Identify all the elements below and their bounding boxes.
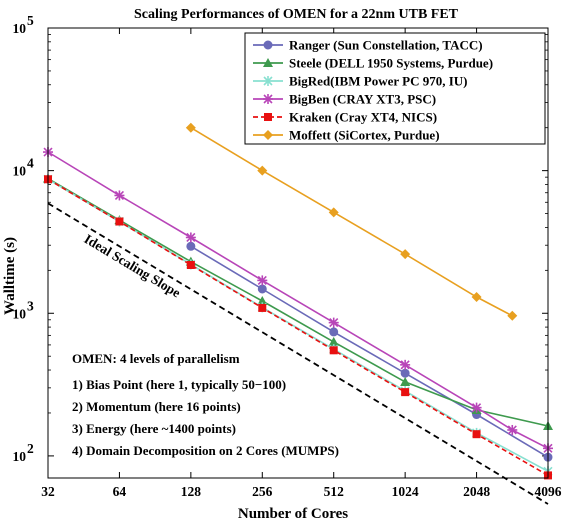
series-line — [190, 245, 549, 458]
y-tick-label: 10 — [13, 306, 27, 321]
data-point — [400, 249, 411, 260]
y-tick-exponent: 3 — [27, 298, 34, 313]
data-point — [257, 295, 268, 305]
series-3 — [43, 147, 553, 454]
legend-entry: Kraken (Cray XT4, NICS) — [289, 110, 437, 125]
annotation-line: 3) Energy (here ~1400 points) — [72, 421, 236, 436]
legend-marker — [263, 94, 273, 104]
x-tick-label: 64 — [113, 484, 127, 499]
ideal-scaling-label: Ideal Scaling Slope — [82, 231, 184, 300]
y-tick-base: 10 — [13, 164, 27, 179]
annotation-box: OMEN: 4 levels of parallelism 1) Bias Po… — [72, 351, 339, 458]
legend-marker — [263, 58, 273, 67]
data-point — [472, 430, 481, 439]
legend-entry: Moffett (SiCortex, Purdue) — [289, 128, 440, 143]
y-tick-label: 10 — [13, 164, 27, 179]
data-point — [328, 336, 339, 346]
data-point — [329, 327, 339, 337]
data-point — [471, 292, 482, 303]
legend-entry: BigRed(IBM Power PC 970, IU) — [289, 74, 468, 89]
data-point — [257, 275, 268, 286]
x-tick-label: 2048 — [463, 484, 490, 499]
x-tick-label: 512 — [324, 484, 345, 499]
x-tick-label: 4096 — [535, 484, 562, 499]
legend-entry: Ranger (Sun Constellation, TACC) — [289, 38, 483, 53]
legend-entry: Steele (DELL 1950 Systems, Purdue) — [289, 56, 493, 71]
legend-marker — [264, 113, 272, 121]
legend-marker — [263, 40, 273, 50]
y-tick-label: 10 — [13, 449, 27, 464]
data-point — [257, 165, 268, 176]
x-tick-label: 32 — [41, 484, 55, 499]
axes-frame — [47, 27, 549, 479]
data-point — [185, 122, 196, 133]
y-tick-exponent: 5 — [27, 13, 34, 28]
data-point — [507, 310, 518, 321]
data-point — [507, 424, 518, 435]
y-axis-label: Walltime (s) — [2, 237, 18, 315]
legend-marker — [263, 130, 273, 140]
data-point — [400, 359, 411, 370]
annotation-line: 1) Bias Point (here 1, typically 50−100) — [72, 377, 286, 392]
chart-title: Scaling Performances of OMEN for a 22nm … — [134, 7, 459, 22]
x-tick-label: 1024 — [392, 484, 419, 499]
annotation-line: 2) Momentum (here 16 points) — [72, 399, 241, 414]
data-point — [186, 260, 195, 269]
series-5 — [185, 122, 518, 321]
data-point — [115, 217, 124, 226]
series-line — [47, 178, 549, 477]
data-point — [401, 388, 410, 397]
y-tick-label: 10 — [13, 21, 27, 36]
data-point — [186, 241, 196, 251]
legend-entry: BigBen (CRAY XT3, PSC) — [289, 92, 436, 107]
x-tick-label: 128 — [181, 484, 202, 499]
annotation-line: 4) Domain Decomposition on 2 Cores (MUMP… — [72, 443, 339, 458]
series-line — [47, 177, 549, 427]
ideal-scaling-line — [47, 202, 549, 505]
data-point — [328, 317, 339, 328]
data-point — [400, 368, 410, 378]
x-axis-label: Number of Cores — [238, 506, 348, 522]
y-tick-base: 10 — [13, 21, 27, 36]
data-point — [328, 207, 339, 218]
y-tick-exponent: 2 — [27, 441, 34, 456]
y-tick-base: 10 — [13, 449, 27, 464]
legend-box — [244, 32, 546, 145]
legend-marker — [263, 76, 273, 86]
series-line — [190, 127, 513, 317]
data-point — [329, 346, 338, 355]
data-point — [257, 284, 267, 294]
x-tick-label: 256 — [252, 484, 273, 499]
legend: Ranger (Sun Constellation, TACC) Steele (… — [244, 32, 546, 145]
y-tick-base: 10 — [13, 306, 27, 321]
data-point — [258, 303, 267, 312]
data-point — [471, 402, 482, 413]
data-point — [185, 232, 196, 243]
annotation-title: OMEN: 4 levels of parallelism — [72, 351, 240, 366]
data-point — [400, 376, 411, 386]
data-point — [114, 190, 125, 201]
series-0 — [186, 241, 553, 462]
y-tick-exponent: 4 — [27, 156, 34, 171]
